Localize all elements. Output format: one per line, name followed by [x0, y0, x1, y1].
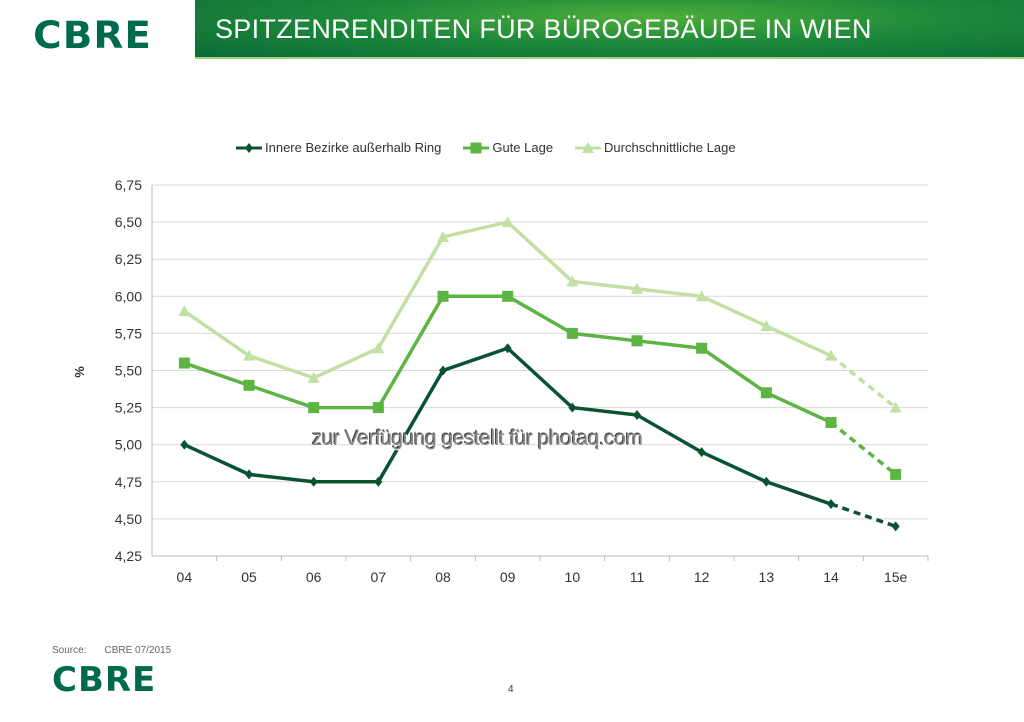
- data-point: [760, 387, 772, 399]
- data-point: [631, 282, 643, 294]
- data-point: [309, 476, 318, 487]
- legend-item: Durchschnittliche Lage: [575, 140, 736, 155]
- legend-label: Innere Bezirke außerhalb Ring: [265, 140, 442, 155]
- data-point: [827, 499, 835, 510]
- x-tick-label: 07: [371, 569, 387, 585]
- watermark: zur Verfügung gestellt für photaq.com: [312, 427, 643, 450]
- legend-item: Innere Bezirke außerhalb Ring: [236, 140, 441, 155]
- source-value: CBRE 07/2015: [104, 645, 172, 656]
- series-diamond: [180, 343, 900, 532]
- x-tick-label: 13: [759, 569, 775, 585]
- y-tick-label: 5,00: [115, 437, 142, 453]
- cbre-logo: CBRE: [33, 14, 152, 57]
- data-point: [243, 349, 255, 361]
- data-point: [372, 402, 384, 414]
- diamond-marker-icon: [236, 142, 262, 153]
- y-axis-label: %: [72, 366, 87, 378]
- data-point: [308, 402, 320, 414]
- x-tick-label: 05: [241, 569, 257, 585]
- legend-label: Gute Lage: [492, 140, 554, 155]
- data-point: [697, 447, 706, 458]
- x-tick-label: 10: [565, 569, 581, 585]
- y-tick-label: 4,25: [115, 548, 142, 564]
- series-line: [183, 294, 832, 425]
- data-point: [178, 357, 190, 369]
- legend-marker: [245, 142, 253, 153]
- data-point: [891, 521, 900, 532]
- data-point: [760, 319, 773, 331]
- data-point: [178, 305, 191, 317]
- data-point: [695, 290, 708, 302]
- x-tick-label: 12: [694, 569, 710, 585]
- cbre-logo-footer: CBRE: [52, 660, 157, 700]
- data-point: [503, 343, 512, 354]
- triangle-marker-icon: [575, 141, 602, 153]
- chart-legend: Innere Bezirke außerhalb Ring Gute Lage Du…: [236, 140, 736, 155]
- legend-item: Gute Lage: [463, 140, 553, 155]
- data-point: [437, 290, 449, 302]
- y-tick-label: 5,50: [115, 363, 142, 379]
- y-tick-label: 4,75: [115, 474, 142, 490]
- data-point: [437, 230, 449, 242]
- x-tick-label: 14: [823, 569, 839, 585]
- legend-marker: [470, 142, 482, 153]
- source-note: Source: CBRE 07/2015: [52, 645, 189, 656]
- data-point: [762, 476, 771, 487]
- data-point: [890, 468, 902, 480]
- data-point: [825, 416, 837, 428]
- series-triangle: [178, 216, 902, 413]
- x-tick-label: 06: [306, 569, 322, 585]
- y-tick-label: 6,00: [115, 288, 142, 304]
- data-point: [243, 379, 255, 391]
- title-banner: SPITZENRENDITEN FÜR BÜROGEBÄUDE IN WIEN: [195, 0, 1024, 59]
- legend-label: Durchschnittliche Lage: [604, 140, 736, 155]
- x-tick-label: 04: [177, 569, 193, 585]
- legend-marker: [582, 141, 595, 153]
- data-point: [568, 402, 577, 413]
- x-tick-label: 08: [435, 569, 451, 585]
- data-point: [825, 349, 837, 361]
- square-marker-icon: [463, 142, 490, 153]
- data-point: [307, 371, 320, 383]
- series-square: [178, 290, 902, 480]
- data-point: [374, 476, 383, 487]
- y-tick-label: 4,50: [115, 511, 142, 527]
- y-tick-label: 5,25: [115, 400, 142, 416]
- data-point: [566, 275, 579, 287]
- series-forecast-line: [829, 354, 897, 409]
- x-tick-label: 15e: [884, 569, 908, 585]
- page-number: 4: [508, 684, 514, 695]
- data-point: [439, 365, 447, 376]
- data-point: [372, 342, 385, 354]
- series-forecast-line: [830, 502, 897, 528]
- data-point: [566, 327, 578, 339]
- data-point: [633, 410, 641, 421]
- y-tick-label: 5,75: [115, 325, 142, 341]
- source-label: Source:: [52, 645, 87, 656]
- data-point: [631, 335, 643, 347]
- y-tick-label: 6,50: [115, 214, 142, 230]
- data-point: [180, 439, 189, 450]
- data-point: [245, 469, 253, 480]
- x-tick-label: 09: [500, 569, 516, 585]
- data-point: [501, 216, 514, 228]
- data-point: [502, 290, 514, 302]
- series-forecast-line: [829, 421, 897, 476]
- y-tick-label: 6,75: [115, 177, 142, 193]
- x-tick-label: 11: [630, 569, 645, 585]
- data-point: [696, 342, 708, 354]
- y-tick-label: 6,25: [115, 251, 142, 267]
- page-title: SPITZENRENDITEN FÜR BÜROGEBÄUDE IN WIEN: [215, 14, 872, 44]
- data-point: [889, 401, 902, 413]
